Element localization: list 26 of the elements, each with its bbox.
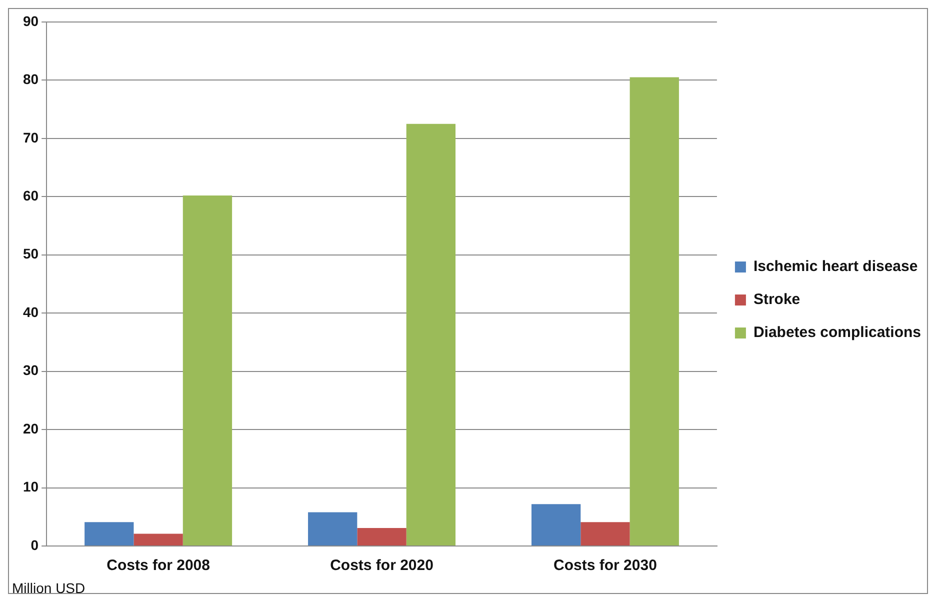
y-tick-label: 10 — [22, 478, 39, 495]
bar — [357, 528, 406, 546]
bar — [84, 522, 134, 546]
y-tick-label: 20 — [22, 420, 39, 436]
legend-label: Stroke — [753, 291, 800, 308]
bar — [134, 534, 183, 546]
x-tick-label: Costs for 2020 — [330, 557, 434, 574]
y-tick-label: 60 — [22, 188, 39, 204]
bar — [531, 504, 581, 546]
legend-label: Ischemic heart disease — [753, 258, 918, 276]
x-tick-label: Costs for 2030 — [554, 557, 657, 574]
y-tick-label: 30 — [22, 362, 39, 378]
y-tick-label: 80 — [22, 71, 39, 88]
legend-label: Diabetes complications — [753, 324, 922, 342]
bar — [630, 77, 679, 546]
text: Million USD — [12, 580, 86, 596]
bar — [182, 196, 232, 546]
y-tick-label: 40 — [22, 304, 39, 320]
y-tick-label: 90 — [22, 12, 39, 29]
bar — [406, 124, 456, 546]
y-tick-label: 50 — [22, 246, 39, 262]
y-tick-label: 0 — [30, 536, 39, 553]
bar — [308, 512, 358, 546]
y-tick-label: 70 — [22, 129, 39, 146]
x-tick-label: Costs for 2008 — [106, 557, 210, 574]
bar — [580, 522, 630, 546]
